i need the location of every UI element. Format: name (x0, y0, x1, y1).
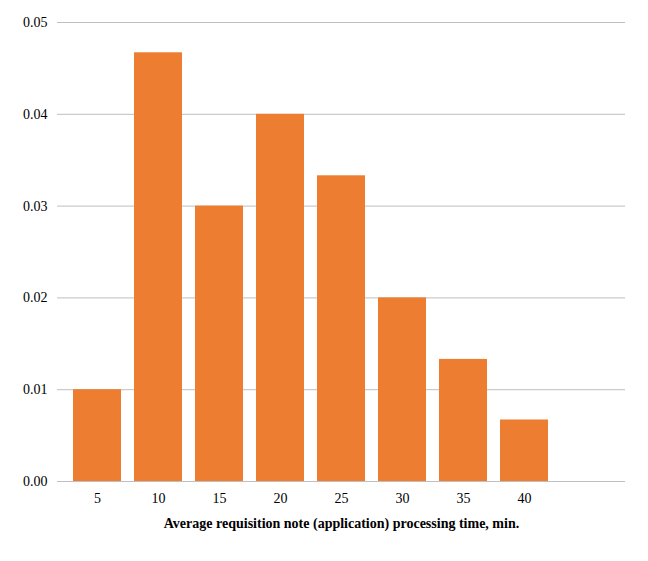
svg-text:40: 40 (518, 491, 532, 506)
svg-text:30: 30 (396, 491, 410, 506)
svg-text:35: 35 (457, 491, 471, 506)
svg-text:0.00: 0.00 (23, 474, 48, 489)
svg-text:10: 10 (152, 491, 166, 506)
svg-text:0.02: 0.02 (23, 290, 48, 305)
svg-text:20: 20 (274, 491, 288, 506)
svg-text:0.05: 0.05 (23, 15, 48, 30)
svg-text:0.03: 0.03 (23, 199, 48, 214)
svg-text:0.04: 0.04 (23, 107, 48, 122)
svg-text:Average requisition note (appl: Average requisition note (application) p… (164, 516, 519, 532)
svg-text:15: 15 (213, 491, 227, 506)
svg-text:0.01: 0.01 (23, 382, 48, 397)
svg-text:5: 5 (94, 491, 101, 506)
svg-text:25: 25 (335, 491, 349, 506)
